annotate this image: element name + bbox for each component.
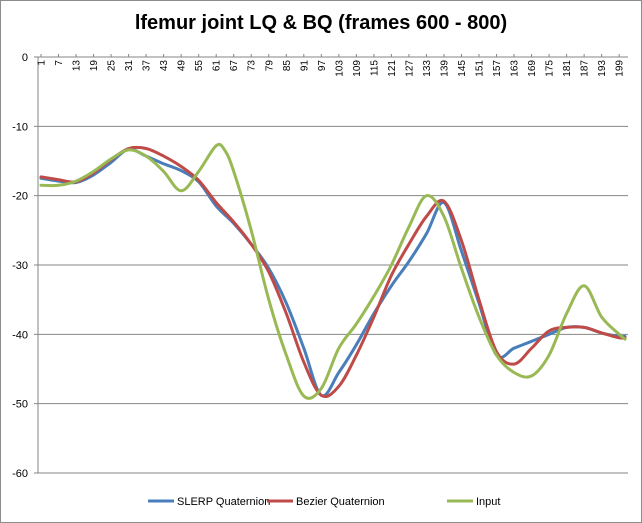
x-tick-label: 67 xyxy=(229,60,240,72)
x-tick-label: 37 xyxy=(142,60,153,72)
series-input xyxy=(39,142,627,400)
series-lines xyxy=(39,142,627,400)
x-tick-label: 169 xyxy=(527,60,538,77)
x-tick-label: 109 xyxy=(352,60,363,77)
x-tick-label: 55 xyxy=(194,60,205,72)
x-tick-label: 163 xyxy=(510,60,521,77)
x-tick-label: 187 xyxy=(580,60,591,77)
x-tick-label: 139 xyxy=(439,60,450,77)
x-tick-label: 49 xyxy=(177,60,188,72)
x-tick-label: 103 xyxy=(334,60,345,77)
x-tick-label: 145 xyxy=(457,60,468,77)
y-tick-label: -40 xyxy=(12,329,28,341)
y-tick-label: -30 xyxy=(12,260,28,272)
x-tick-label: 193 xyxy=(597,60,608,77)
x-tick-label: 61 xyxy=(212,60,223,72)
x-tick-label: 199 xyxy=(615,60,626,77)
x-tick-label: 31 xyxy=(124,60,135,72)
y-tick-labels: 0 -10 -20 -30 -40 -50 -60 xyxy=(12,52,28,480)
legend-label: Bezier Quaternion xyxy=(296,496,385,508)
chart-title: lfemur joint LQ & BQ (frames 600 - 800) xyxy=(134,12,508,34)
legend: SLERP Quaternion Bezier Quaternion Input xyxy=(148,496,500,508)
y-tick-label: -50 xyxy=(12,399,28,411)
y-tick-label: -10 xyxy=(12,121,28,133)
x-tick-labels: 1 7 13 19 25 31 37 43 49 55 61 67 73 79 85 91 97 103 109 11… xyxy=(37,60,626,77)
gridlines xyxy=(38,125,628,474)
y-tick-label: 0 xyxy=(22,52,28,64)
x-tick-label: 1 xyxy=(37,60,48,66)
x-tick-label: 121 xyxy=(387,60,398,77)
x-tick-label: 175 xyxy=(545,60,556,77)
x-tick-label: 127 xyxy=(404,60,415,77)
y-tick-label: -20 xyxy=(12,191,28,203)
x-tick-label: 115 xyxy=(369,60,380,76)
x-tick-label: 157 xyxy=(492,60,503,77)
x-tick-label: 43 xyxy=(159,60,170,72)
x-tick-label: 133 xyxy=(422,60,433,77)
x-tick-label: 85 xyxy=(282,60,293,72)
x-tick-label: 151 xyxy=(475,60,486,77)
x-tick-label: 25 xyxy=(107,60,118,72)
x-tick-label: 97 xyxy=(317,60,328,72)
x-tick-label: 7 xyxy=(54,60,65,66)
x-tick-label: 91 xyxy=(299,60,310,72)
x-tick-label: 181 xyxy=(562,60,573,77)
axes xyxy=(34,54,628,474)
legend-label: SLERP Quaternion xyxy=(177,496,270,508)
x-tick-label: 73 xyxy=(247,60,258,72)
y-tick-label: -60 xyxy=(12,468,28,480)
series-bezier-quaternion xyxy=(39,145,627,399)
x-tick-label: 13 xyxy=(72,60,83,72)
legend-label: Input xyxy=(476,496,500,508)
x-tick-label: 79 xyxy=(264,60,275,72)
x-tick-label: 19 xyxy=(89,60,100,72)
